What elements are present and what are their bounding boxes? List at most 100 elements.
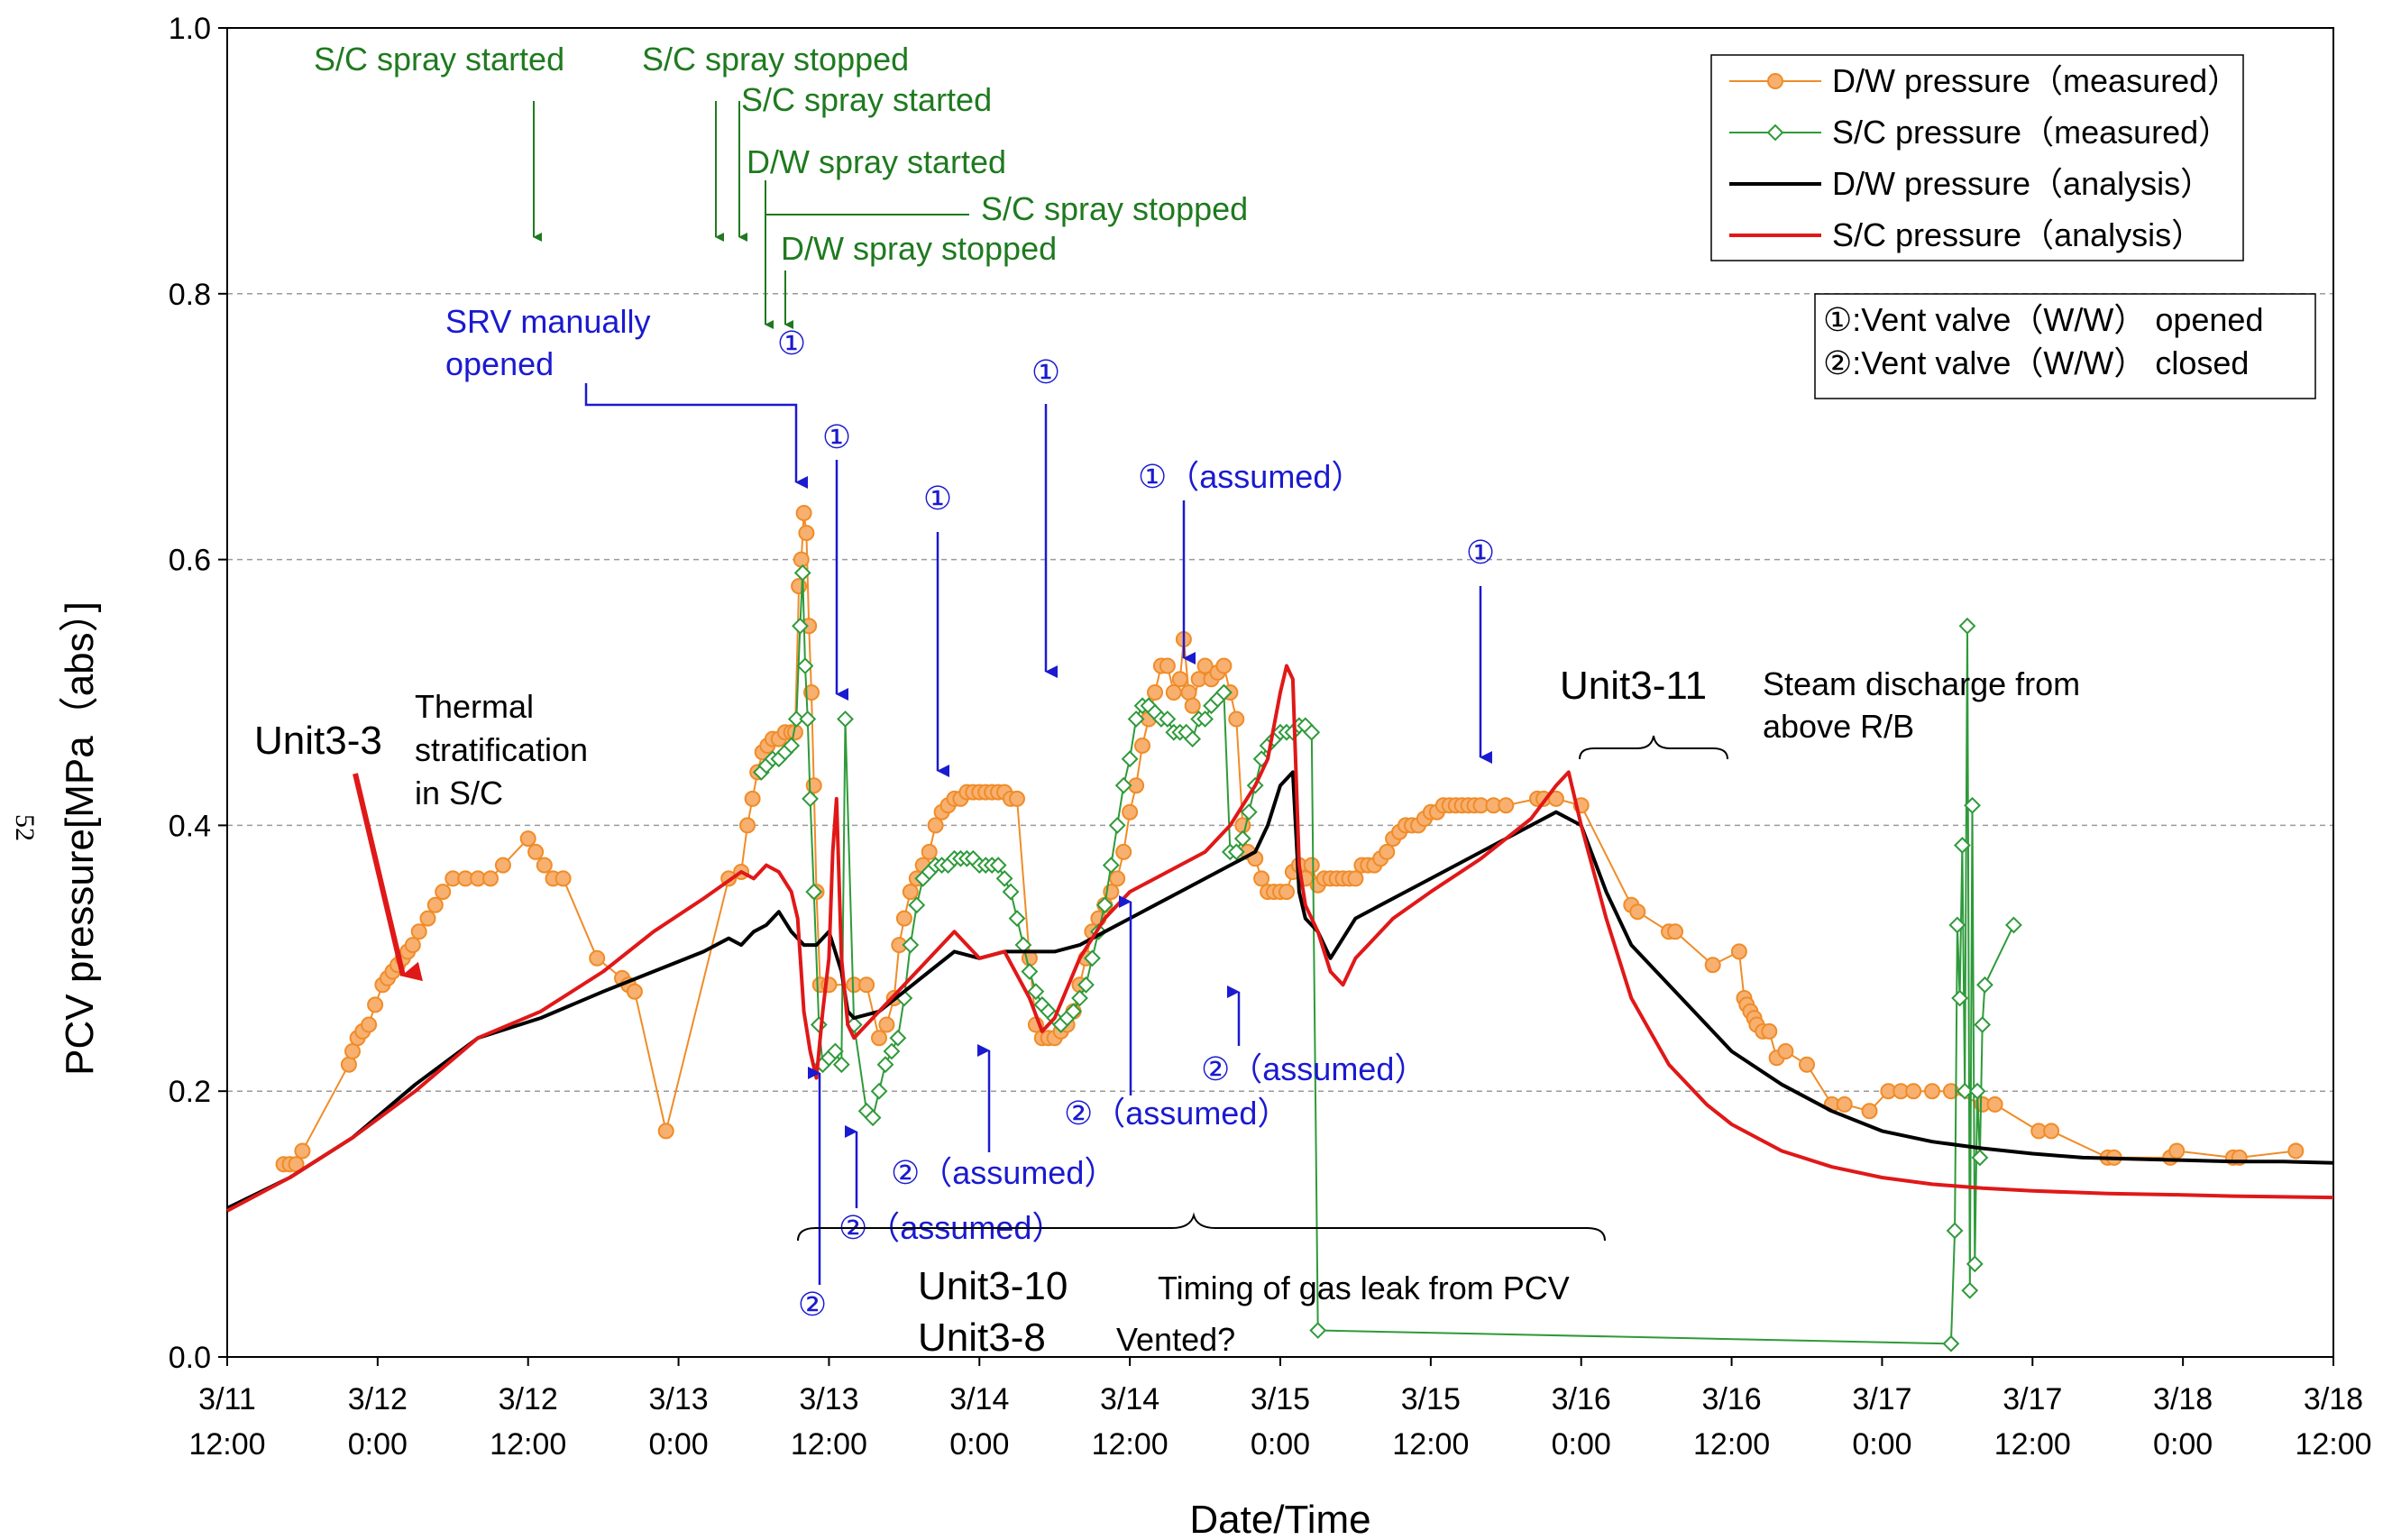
data-point <box>1134 738 1150 754</box>
data-point <box>1115 843 1132 860</box>
data-point <box>927 817 944 834</box>
data-point <box>527 843 545 860</box>
data-point <box>826 1042 844 1060</box>
data-point <box>1379 843 1396 860</box>
y-tick-label: 0.6 <box>169 544 211 578</box>
data-point <box>810 1016 828 1033</box>
data-point <box>858 976 875 994</box>
data-point <box>1227 843 1245 861</box>
y-axis-title: PCV pressure[MPa（abs）] <box>58 601 102 1076</box>
vent-close-assumed-label-3: ②（assumed） <box>1064 1095 1289 1132</box>
data-point <box>589 949 606 967</box>
data-point <box>793 551 810 568</box>
data-point <box>404 937 421 954</box>
data-point <box>1184 730 1202 748</box>
data-point <box>1027 983 1045 1001</box>
data-point <box>367 996 384 1013</box>
srv-leader <box>584 383 808 489</box>
dw-spray-started-label: D/W spray started <box>747 143 1006 180</box>
vent-open-mark-4: ① <box>1031 353 1060 390</box>
legend-item-sc-analysis: S/C pressure（analysis） <box>1729 216 2204 253</box>
x-tick-label-time: 12:00 <box>1392 1427 1469 1462</box>
x-tick-label-time: 0:00 <box>648 1427 708 1462</box>
x-tick-label-date: 3/13 <box>648 1382 708 1416</box>
data-point <box>536 857 553 874</box>
data-point <box>871 1030 887 1047</box>
data-point <box>344 1043 361 1059</box>
data-point <box>1547 790 1564 807</box>
data-point <box>1946 1222 1964 1240</box>
data-point <box>1730 943 1747 960</box>
x-tick-label-time: 12:00 <box>791 1427 867 1462</box>
x-tick-label-date: 3/15 <box>1251 1382 1310 1416</box>
data-point <box>1309 1322 1327 1339</box>
x-tick-label-time: 12:00 <box>1693 1427 1770 1462</box>
steam-note-line1: Steam discharge from <box>1763 665 2080 702</box>
vent-close-mark-1: ② <box>798 1286 827 1323</box>
vent-open-mark-5: ① <box>1466 534 1495 571</box>
data-point <box>739 817 756 834</box>
data-point <box>1165 684 1182 701</box>
data-point <box>792 617 809 635</box>
data-point <box>1704 957 1721 974</box>
data-point <box>902 884 919 901</box>
x-tick-label-date: 3/16 <box>1701 1382 1761 1416</box>
data-point <box>554 870 572 887</box>
data-point <box>1071 989 1088 1007</box>
data-point <box>1976 976 1993 994</box>
vent-annotations: SRV manually opened ① ① ① ① ①（assumed） ①… <box>445 303 1495 1323</box>
legend-label: D/W pressure（analysis） <box>1832 165 2213 202</box>
data-point <box>426 896 444 913</box>
x-tick-label-date: 3/16 <box>1552 1382 1611 1416</box>
y-tick-label: 1.0 <box>169 12 211 46</box>
data-point <box>989 857 1007 875</box>
data-point <box>799 710 817 728</box>
data-point <box>294 1142 311 1160</box>
data-point <box>744 790 761 807</box>
x-tick-label-time: 0:00 <box>1852 1427 1911 1462</box>
unit3-8-label: Unit3-8 <box>918 1315 1046 1360</box>
legend-item-dw-analysis: D/W pressure（analysis） <box>1729 165 2213 202</box>
data-point <box>1095 896 1114 914</box>
vent-open-mark-3: ① <box>923 480 952 517</box>
data-point <box>895 910 912 927</box>
x-axis-ticks: 3/11 12:00 3/12 0:00 3/12 12:00 3/13 0:00 3/13 12… <box>188 1357 2372 1462</box>
vented-label: Vented? <box>1116 1321 1235 1358</box>
x-tick-label-time: 0:00 <box>2153 1427 2213 1462</box>
data-point <box>419 910 436 927</box>
data-point <box>657 1123 674 1140</box>
spray-annotations: S/C spray started S/C spray stopped S/C … <box>314 41 1248 329</box>
srv-label-line1: SRV manually <box>445 303 650 340</box>
data-point <box>803 684 820 701</box>
data-point <box>1974 1016 1992 1033</box>
data-point <box>1942 1334 1960 1352</box>
vent-close-assumed-label-2: ②（assumed） <box>891 1154 1116 1191</box>
unit3-10-label: Unit3-10 <box>918 1264 1068 1308</box>
sc-spray-started-label-1: S/C spray started <box>314 41 564 78</box>
x-tick-label-time: 0:00 <box>1552 1427 1611 1462</box>
data-point <box>1240 803 1258 821</box>
data-point <box>494 857 511 874</box>
series-sc-measured <box>752 564 2022 1352</box>
series-line <box>226 664 2334 1213</box>
x-tick-label-date: 3/11 <box>198 1382 256 1416</box>
data-point <box>870 1082 888 1100</box>
data-point <box>1108 816 1126 834</box>
y-axis-ticks: 0.0 0.2 0.4 0.6 0.8 1.0 <box>169 12 227 1375</box>
data-point <box>1971 1149 1989 1167</box>
data-point <box>1196 710 1214 728</box>
vent-opened-note: ①:Vent valve（W/W） opened <box>1823 301 2263 338</box>
data-point <box>1159 657 1176 674</box>
thermal-note-line2: stratification <box>415 731 588 768</box>
data-point <box>795 505 812 521</box>
vent-note-box <box>1814 293 2316 399</box>
data-point <box>1836 1095 1853 1113</box>
plot-area-frame <box>226 27 2334 1358</box>
data-point <box>1196 657 1214 674</box>
data-point <box>787 710 805 728</box>
data-point <box>1799 1056 1815 1073</box>
data-point <box>2168 1142 2186 1160</box>
data-point <box>921 843 938 860</box>
x-tick-label-date: 3/15 <box>1401 1382 1461 1416</box>
grid-lines <box>227 293 2333 1092</box>
